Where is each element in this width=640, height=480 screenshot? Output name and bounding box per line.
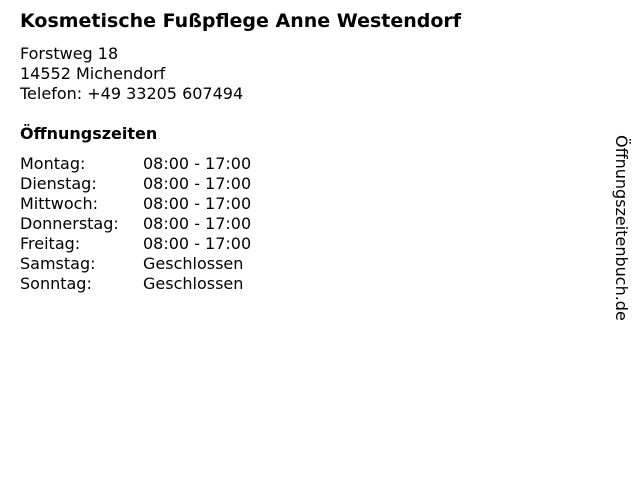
hours-row: Montag: 08:00 - 17:00 <box>20 154 251 174</box>
time-value: Geschlossen <box>143 254 244 273</box>
address: Forstweg 18 14552 Michendorf Telefon: +4… <box>20 44 243 104</box>
time-value: 08:00 - 17:00 <box>143 214 252 233</box>
hours-table: Montag: 08:00 - 17:00 Dienstag: 08:00 - 17:… <box>20 154 251 294</box>
hours-row: Samstag: Geschlossen <box>20 254 251 274</box>
hours-heading: Öffnungszeiten <box>20 124 158 143</box>
time-value: 08:00 - 17:00 <box>143 174 252 193</box>
street: Forstweg 18 <box>20 44 119 63</box>
hours-row: Donnerstag: 08:00 - 17:00 <box>20 214 251 234</box>
hours-row: Dienstag: 08:00 - 17:00 <box>20 174 251 194</box>
day-label: Montag: <box>20 154 86 173</box>
time-value: Geschlossen <box>143 274 244 293</box>
day-label: Mittwoch: <box>20 194 98 213</box>
day-label: Sonntag: <box>20 274 92 293</box>
phone: Telefon: +49 33205 607494 <box>20 84 244 103</box>
city: 14552 Michendorf <box>20 64 166 83</box>
site-watermark: Öffnungszeitenbuch.de <box>612 135 631 321</box>
hours-row: Freitag: 08:00 - 17:00 <box>20 234 251 254</box>
time-value: 08:00 - 17:00 <box>143 154 252 173</box>
hours-row: Mittwoch: 08:00 - 17:00 <box>20 194 251 214</box>
day-label: Freitag: <box>20 234 81 253</box>
day-label: Dienstag: <box>20 174 97 193</box>
day-label: Donnerstag: <box>20 214 119 233</box>
day-label: Samstag: <box>20 254 96 273</box>
hours-row: Sonntag: Geschlossen <box>20 274 251 294</box>
time-value: 08:00 - 17:00 <box>143 234 252 253</box>
time-value: 08:00 - 17:00 <box>143 194 252 213</box>
business-name: Kosmetische Fußpflege Anne Westendorf <box>20 10 462 32</box>
